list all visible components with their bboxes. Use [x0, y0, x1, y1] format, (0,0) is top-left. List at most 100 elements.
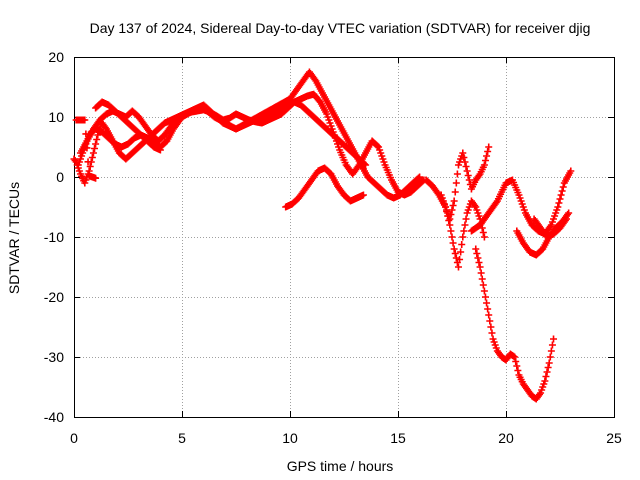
data-point: [82, 130, 90, 138]
data-point: [546, 353, 554, 361]
grid-lines: [74, 57, 614, 417]
data-point: [478, 275, 486, 283]
data-point: [541, 377, 549, 385]
data-point: [512, 358, 520, 365]
data-point: [555, 199, 563, 207]
data-point: [545, 359, 553, 367]
data-point: [454, 263, 462, 271]
data-point: [481, 293, 489, 301]
data-point: [362, 161, 370, 169]
y-axis: -40 -30 -20 -10 0 10 20: [44, 49, 614, 425]
data-point: [452, 254, 460, 262]
data-point: [416, 173, 424, 181]
data-point: [373, 142, 381, 150]
x-tick-label: 15: [390, 430, 406, 446]
data-point: [459, 233, 467, 241]
data-point: [449, 202, 457, 209]
data-point: [93, 136, 101, 143]
chart-title: Day 137 of 2024, Sidereal Day-to-day VTE…: [90, 20, 591, 36]
data-point: [548, 341, 556, 349]
x-tick-label: 25: [606, 430, 622, 446]
data-point: [92, 140, 100, 148]
y-tick-label: -30: [44, 349, 64, 365]
y-tick-label: 20: [48, 49, 64, 65]
data-point: [514, 367, 522, 374]
data-point: [473, 250, 481, 257]
data-point: [476, 263, 484, 271]
data-point: [485, 143, 493, 151]
y-tick-label: -40: [44, 409, 64, 425]
data-point: [544, 364, 552, 371]
data-point: [359, 191, 367, 199]
data-point: [83, 144, 91, 152]
data-point: [564, 211, 572, 218]
y-tick-label: -20: [44, 289, 64, 305]
x-axis-label: GPS time / hours: [287, 458, 394, 474]
data-point: [480, 233, 488, 241]
data-point: [92, 174, 100, 182]
data-point: [462, 163, 470, 170]
data-series-9: [472, 245, 558, 403]
data-point: [447, 211, 455, 218]
data-point: [471, 202, 479, 209]
data-point: [86, 163, 94, 170]
y-axis-label: SDTVAR / TECUs: [6, 182, 22, 294]
data-point: [483, 299, 491, 307]
data-point: [91, 145, 99, 152]
data-point: [442, 203, 450, 211]
data-point: [415, 174, 423, 182]
data-point: [480, 287, 488, 295]
data-point: [450, 197, 458, 205]
data-point: [562, 215, 570, 223]
data-point: [445, 217, 453, 224]
data-series-2: [74, 68, 424, 202]
x-tick-label: 10: [282, 430, 298, 446]
data-point: [511, 353, 519, 361]
data-point: [450, 245, 458, 253]
data-point: [547, 347, 555, 355]
data-point: [461, 158, 469, 166]
data-point: [156, 146, 164, 154]
data-point: [460, 227, 468, 235]
data-point: [542, 373, 550, 380]
data-point: [486, 317, 494, 325]
data-point: [565, 209, 573, 217]
data-point: [463, 167, 471, 175]
data-point: [480, 161, 488, 169]
data-point: [461, 221, 469, 229]
data-point: [84, 158, 92, 166]
data-series-8: [437, 191, 488, 271]
data-point: [483, 152, 491, 160]
data-point: [481, 157, 489, 164]
data-point: [567, 167, 575, 175]
data-point: [556, 195, 564, 203]
data-point: [479, 281, 487, 289]
data-point: [472, 245, 480, 253]
data-point: [492, 199, 500, 206]
y-tick-label: 10: [48, 109, 64, 125]
data-point: [479, 229, 487, 236]
data-point: [475, 259, 483, 266]
data-point: [488, 329, 496, 337]
data-point: [451, 188, 459, 196]
data-points: [70, 68, 575, 403]
data-point: [447, 227, 455, 235]
data-point: [361, 160, 369, 168]
data-series-7: [422, 143, 493, 223]
data-point: [459, 149, 467, 157]
data-series-4: [92, 98, 164, 154]
x-tick-label: 20: [498, 430, 514, 446]
data-point: [474, 254, 482, 262]
data-point: [443, 208, 451, 215]
data-series-12: [530, 215, 570, 241]
data-point: [444, 212, 452, 220]
data-point: [477, 269, 485, 277]
data-point: [464, 172, 472, 179]
data-point: [557, 191, 565, 199]
x-tick-label: 5: [178, 430, 186, 446]
data-point: [449, 239, 457, 247]
x-axis: 0 5 10 15 20 25: [70, 57, 622, 446]
data-point: [462, 215, 470, 223]
data-point: [71, 157, 79, 164]
data-series-5: [72, 116, 100, 182]
